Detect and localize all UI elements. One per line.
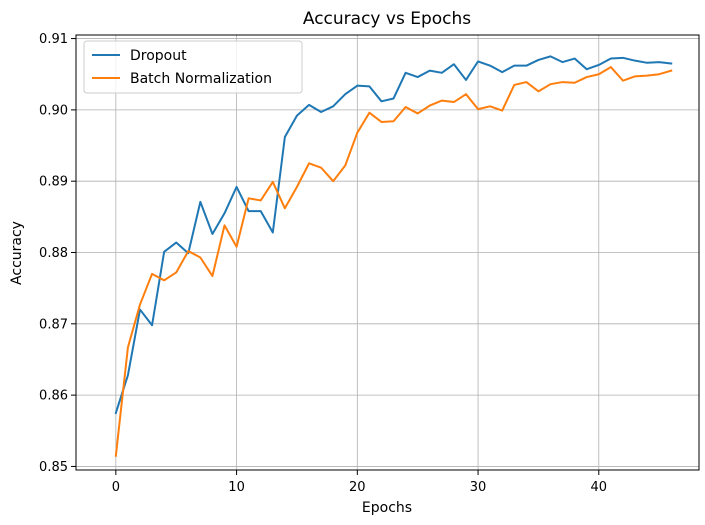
x-tick-label: 40	[591, 480, 608, 495]
legend-box	[83, 40, 303, 94]
y-tick-label: 0.91	[39, 32, 68, 47]
legend-label-dropout: Dropout	[130, 48, 187, 64]
y-axis-label: Accuracy	[9, 221, 25, 285]
x-axis-label: Epochs	[362, 500, 412, 516]
y-tick-label: 0.86	[39, 389, 68, 404]
series-line-dropout	[114, 55, 673, 415]
y-tick-label: 0.88	[39, 246, 68, 261]
series-line-batch-normalization	[114, 66, 673, 457]
x-tick-label: 0	[112, 480, 120, 495]
chart-title: Accuracy vs Epochs	[303, 9, 471, 29]
y-tick-label: 0.87	[39, 317, 68, 332]
y-tick-label: 0.89	[39, 175, 68, 190]
legend: Dropout Batch Normalization	[83, 40, 303, 94]
axis-ticks: 0 10 20 30 40 0.85 0.86 0.87 0.88 0.89 0.90 0.91	[39, 32, 607, 495]
y-tick-label: 0.85	[39, 460, 68, 475]
grid	[76, 35, 699, 470]
y-tick-label: 0.90	[39, 103, 68, 118]
series-lines	[114, 55, 673, 457]
legend-label-batch-normalization: Batch Normalization	[130, 71, 272, 87]
x-tick-label: 10	[228, 480, 245, 495]
x-tick-label: 30	[470, 480, 487, 495]
x-tick-label: 20	[349, 480, 366, 495]
